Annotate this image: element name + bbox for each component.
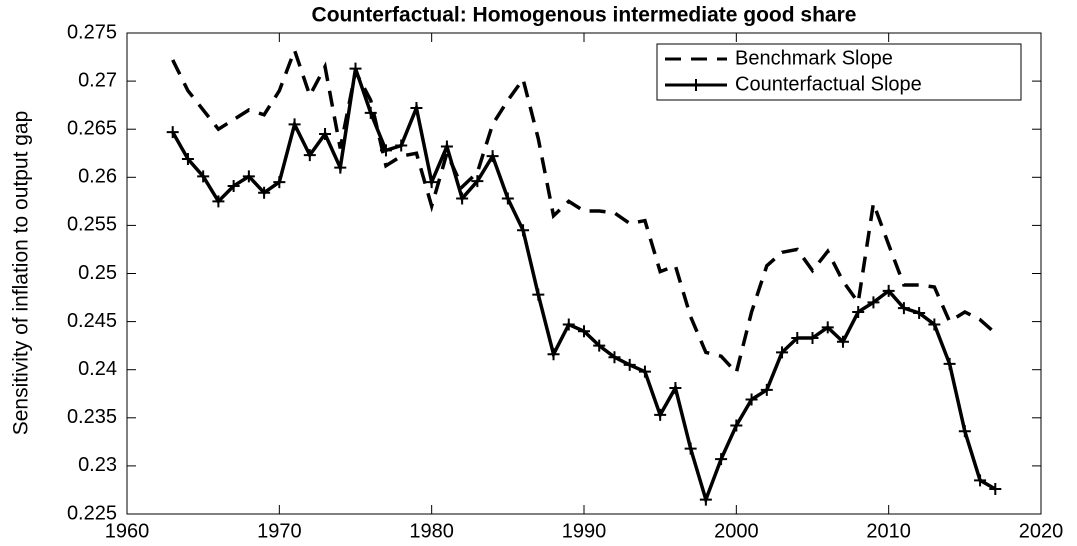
point-marker xyxy=(486,150,499,163)
y-tick-label: 0.27 xyxy=(78,69,117,91)
y-tick-label: 0.225 xyxy=(67,502,117,524)
point-marker xyxy=(958,425,971,438)
point-marker xyxy=(303,149,316,162)
point-marker xyxy=(715,453,728,466)
point-marker xyxy=(364,106,377,119)
point-marker xyxy=(181,153,194,166)
legend-label: Benchmark Slope xyxy=(735,47,893,69)
point-marker xyxy=(836,335,849,348)
x-tick-label: 1980 xyxy=(409,520,454,542)
x-tick-label: 1960 xyxy=(105,520,150,542)
point-marker xyxy=(608,351,621,364)
y-tick-label: 0.235 xyxy=(67,406,117,428)
point-marker xyxy=(913,306,926,319)
point-marker xyxy=(166,126,179,139)
y-tick-label: 0.26 xyxy=(78,166,117,188)
point-marker xyxy=(776,346,789,359)
point-marker xyxy=(517,224,530,237)
point-marker xyxy=(867,296,880,309)
point-marker xyxy=(334,161,347,174)
x-tick-label: 2000 xyxy=(714,520,759,542)
point-marker xyxy=(227,179,240,192)
point-marker xyxy=(974,474,987,487)
point-marker xyxy=(501,192,514,205)
point-marker xyxy=(349,62,362,75)
legend-label: Counterfactual Slope xyxy=(735,73,922,95)
point-marker xyxy=(791,331,804,344)
point-marker xyxy=(852,305,865,318)
point-marker xyxy=(212,195,225,208)
y-tick-label: 0.25 xyxy=(78,262,117,284)
point-marker xyxy=(379,144,392,157)
point-marker xyxy=(989,482,1002,495)
point-marker xyxy=(440,140,453,153)
point-marker xyxy=(197,170,210,183)
point-marker xyxy=(943,357,956,370)
point-marker xyxy=(258,186,271,199)
point-marker xyxy=(730,419,743,432)
y-tick-label: 0.23 xyxy=(78,454,117,476)
point-marker xyxy=(532,288,545,301)
point-marker xyxy=(821,321,834,334)
point-marker xyxy=(273,176,286,189)
point-marker xyxy=(806,331,819,344)
point-marker xyxy=(638,365,651,378)
point-marker xyxy=(410,102,423,115)
point-marker xyxy=(745,393,758,406)
point-marker xyxy=(578,325,590,338)
point-marker xyxy=(623,358,636,371)
point-marker xyxy=(288,118,301,131)
y-tick-label: 0.245 xyxy=(67,310,117,332)
point-marker xyxy=(319,128,332,141)
y-tick-label: 0.275 xyxy=(67,21,117,43)
point-marker xyxy=(882,284,895,297)
point-marker xyxy=(395,139,408,152)
point-marker xyxy=(654,408,667,421)
point-marker xyxy=(684,442,697,455)
point-marker xyxy=(897,302,910,315)
x-tick-label: 2020 xyxy=(1019,520,1064,542)
y-tick-label: 0.24 xyxy=(78,358,117,380)
legend-box xyxy=(656,43,1022,101)
x-tick-label: 1990 xyxy=(562,520,607,542)
point-marker xyxy=(928,318,941,331)
y-tick-label: 0.255 xyxy=(67,214,117,236)
point-marker xyxy=(547,348,560,361)
point-marker xyxy=(242,170,255,183)
x-tick-label: 1970 xyxy=(257,520,302,542)
y-axis-label: Sensitivity of inflation to output gap xyxy=(10,111,33,436)
chart-title: Counterfactual: Homogenous intermediate … xyxy=(312,4,857,27)
point-marker xyxy=(562,318,575,331)
point-marker xyxy=(699,493,712,506)
point-marker xyxy=(471,175,484,188)
y-tick-label: 0.265 xyxy=(67,117,117,139)
legend-marker xyxy=(690,79,702,91)
point-marker xyxy=(593,339,606,352)
point-marker xyxy=(456,192,469,205)
point-marker xyxy=(425,176,438,189)
point-marker xyxy=(669,381,682,394)
x-tick-label: 2010 xyxy=(866,520,911,542)
point-marker xyxy=(760,383,773,396)
